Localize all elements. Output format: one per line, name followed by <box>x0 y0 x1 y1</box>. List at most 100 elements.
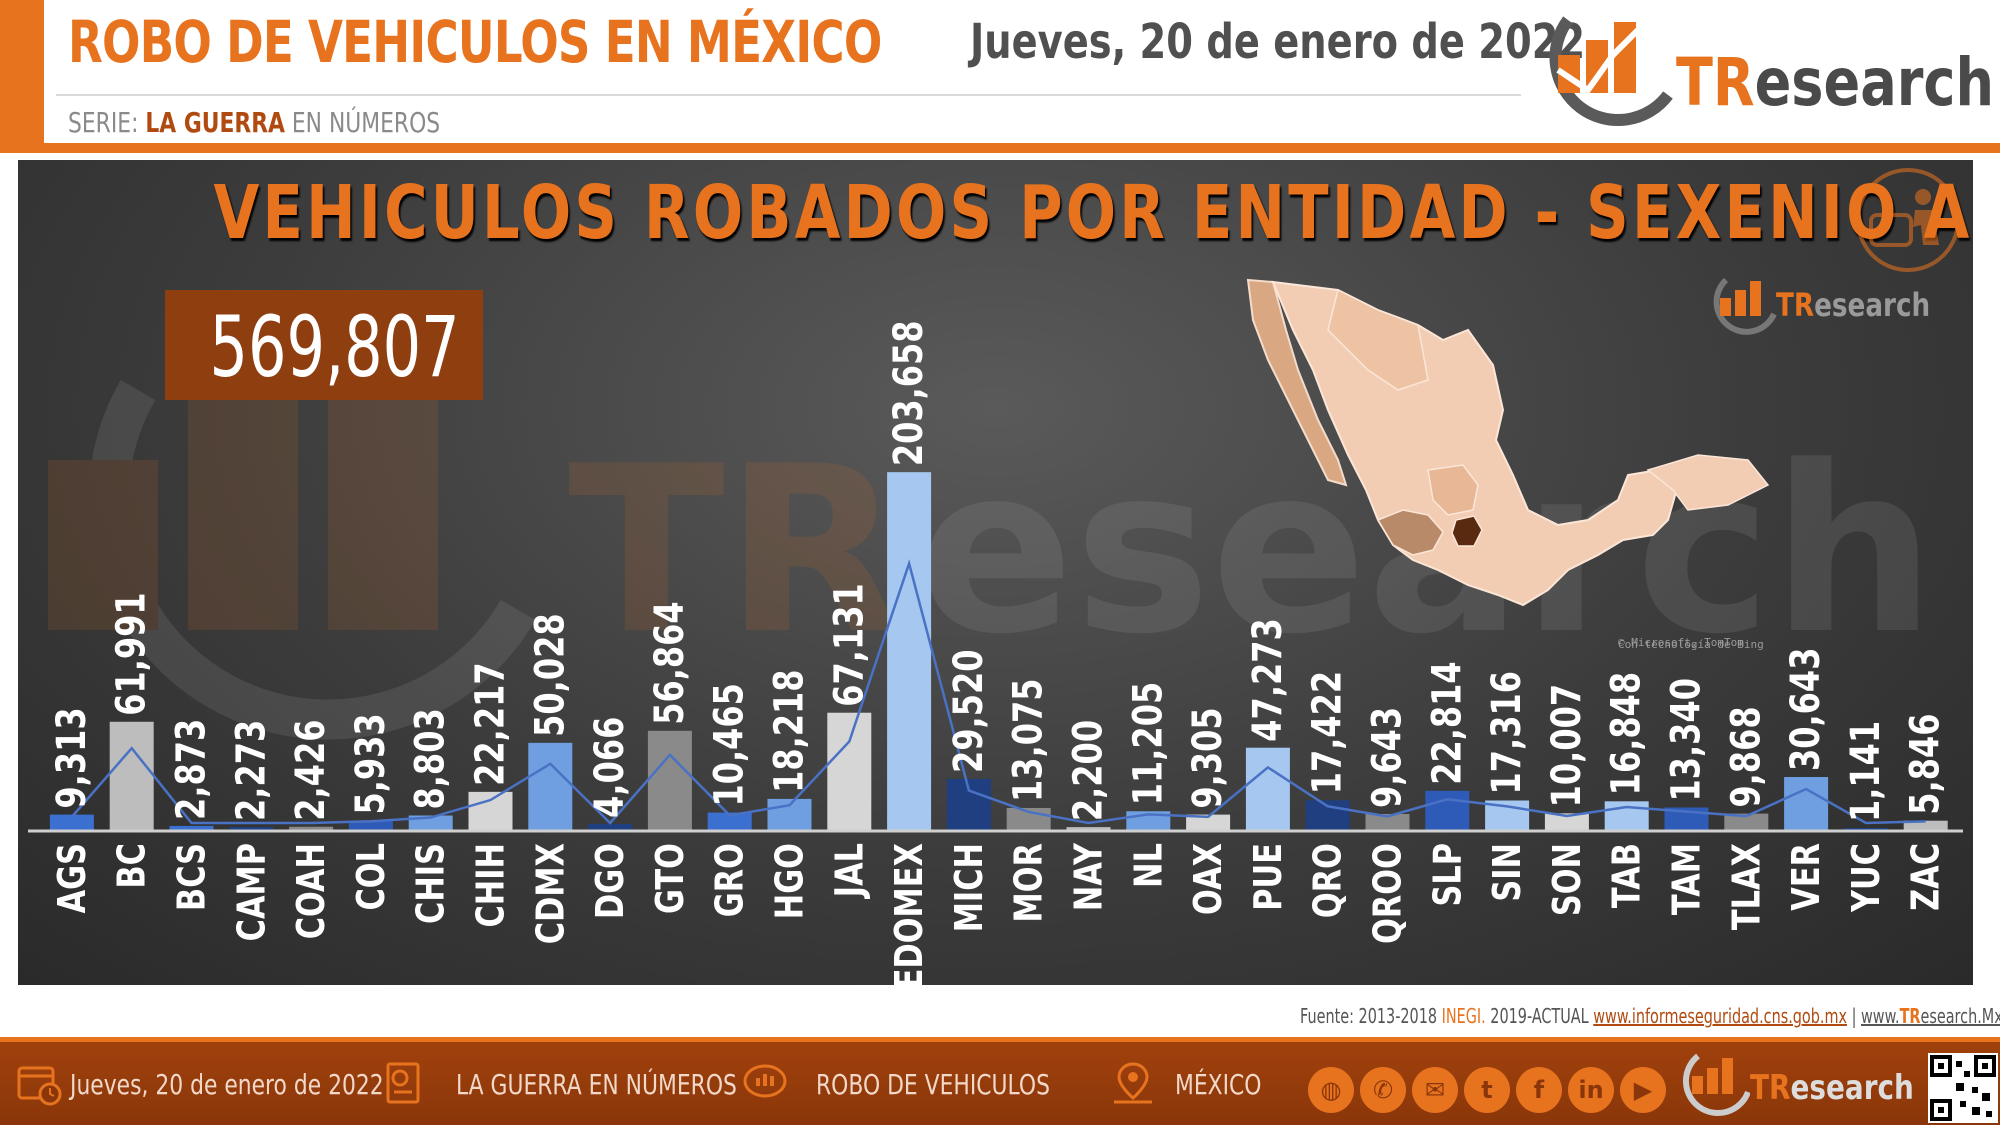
category-label-mich: MICH <box>948 843 992 932</box>
source-link-2-c: esearch.Mx <box>1920 1004 2000 1028</box>
value-label-mich: 29,520 <box>944 650 991 773</box>
value-label-pue: 47,273 <box>1243 618 1290 741</box>
category-label-pue: PUE <box>1247 843 1291 911</box>
bar-nay <box>1066 827 1111 831</box>
bar-zac <box>1903 820 1948 831</box>
map-logo-esearch: esearch <box>1814 286 1931 324</box>
bar-gro <box>707 812 752 831</box>
header-logo-text: TResearch <box>1676 44 1994 121</box>
category-label-bcs: BCS <box>170 843 214 911</box>
value-label-tab: 16,848 <box>1602 672 1649 795</box>
header-logo[interactable]: TResearch <box>1528 0 1998 140</box>
twitter-icon[interactable]: t <box>1464 1067 1510 1113</box>
chat-chart-icon <box>743 1064 787 1098</box>
source-citation: Fuente: 2013-2018 INEGI. 2019-ACTUAL www… <box>1300 1004 2000 1028</box>
yucatan-shape <box>1646 454 1770 511</box>
value-label-chih: 22,217 <box>466 662 513 785</box>
category-label-col: COL <box>350 843 394 911</box>
value-label-oax: 9,305 <box>1184 707 1231 808</box>
map-logo-text: TResearch <box>1776 286 1930 324</box>
category-label-gto: GTO <box>649 843 693 914</box>
value-label-jal: 67,131 <box>825 583 872 706</box>
bar-tlax <box>1724 813 1769 831</box>
bar-qroo <box>1365 814 1410 831</box>
category-label-cdmx: CDMX <box>529 843 573 944</box>
value-label-nl: 11,205 <box>1124 682 1171 805</box>
footer-logo-tr: TR <box>1750 1068 1791 1108</box>
facebook-icon[interactable]: f <box>1516 1067 1562 1113</box>
category-label-nl: NL <box>1127 843 1171 888</box>
qr-code-icon[interactable] <box>1928 1053 1998 1123</box>
category-label-coah: COAH <box>290 843 334 939</box>
bar-pue <box>1245 747 1290 831</box>
linkedin-icon[interactable]: in <box>1568 1067 1614 1113</box>
category-label-chih: CHIH <box>469 843 513 928</box>
bar-son <box>1544 813 1589 831</box>
category-label-tab: TAB <box>1605 843 1649 908</box>
category-label-mor: MOR <box>1007 843 1051 922</box>
value-label-col: 5,933 <box>346 713 393 814</box>
category-label-gro: GRO <box>708 843 752 917</box>
value-label-bc: 61,991 <box>107 592 154 715</box>
map-logo-icon <box>1713 277 1777 335</box>
category-label-nay: NAY <box>1067 842 1111 911</box>
value-label-son: 10,007 <box>1542 684 1589 807</box>
value-label-chis: 8,803 <box>406 708 453 809</box>
header-divider <box>56 94 1521 96</box>
value-label-tam: 13,340 <box>1662 678 1709 801</box>
email-icon[interactable]: ✉ <box>1412 1067 1458 1113</box>
value-label-camp: 2,273 <box>227 720 274 821</box>
globe-icon[interactable]: ◍ <box>1308 1067 1354 1113</box>
series-prefix: SERIE: <box>68 106 139 139</box>
value-label-dgo: 4,066 <box>586 717 633 818</box>
footer-place: MÉXICO <box>1175 1068 1262 1101</box>
youtube-icon[interactable]: ▶ <box>1620 1067 1666 1113</box>
page-title: ROBO DE VEHICULOS EN MÉXICO <box>68 8 882 76</box>
logo-esearch: esearch <box>1754 44 1995 121</box>
baja-california-shape <box>1246 278 1348 487</box>
value-label-coah: 2,426 <box>287 720 334 821</box>
category-label-chis: CHIS <box>409 843 453 924</box>
value-label-qro: 17,422 <box>1303 671 1350 794</box>
bar-oax <box>1186 814 1231 831</box>
category-label-camp: CAMP <box>230 843 274 941</box>
category-label-qroo: QROO <box>1366 843 1410 944</box>
category-label-tlax: TLAX <box>1725 843 1769 930</box>
bar-chart: 9,313 61,991 2,873 2,273 2,426 5,933 8,803 22,2… <box>28 320 1963 985</box>
bar-gto <box>647 730 692 831</box>
source-link-2[interactable]: www.TResearch.Mx <box>1861 1004 2000 1028</box>
category-label-hgo: HGO <box>768 843 812 919</box>
series-highlight: LA GUERRA <box>145 106 285 139</box>
series-label: SERIE: LA GUERRA EN NÚMEROS <box>68 106 440 139</box>
category-label-oax: OAX <box>1187 843 1231 915</box>
category-label-sin: SIN <box>1486 843 1530 902</box>
bar-cdmx <box>528 742 573 831</box>
report-icon <box>386 1062 420 1104</box>
bar-camp <box>229 826 274 831</box>
value-label-mor: 13,075 <box>1004 678 1051 801</box>
map-logo-tr: TR <box>1776 286 1815 324</box>
value-label-nay: 2,200 <box>1064 720 1111 821</box>
header-date: Jueves, 20 de enero de 2022 <box>970 14 1586 70</box>
value-label-slp: 22,814 <box>1423 661 1470 784</box>
category-label-son: SON <box>1546 843 1590 916</box>
map-credit-2: © Microsoft, TomTom <box>1618 636 1744 649</box>
category-label-jal: JAL <box>828 843 872 899</box>
bar-coah <box>289 826 334 831</box>
logo-tr: TR <box>1676 44 1755 121</box>
chart-panel: TR esearch VEHICULOS ROBADOS POR ENTIDAD… <box>18 160 1973 985</box>
bar-ver <box>1784 777 1829 831</box>
value-label-hgo: 18,218 <box>765 669 812 792</box>
value-label-ags: 9,313 <box>47 707 94 808</box>
value-label-cdmx: 50,028 <box>526 613 573 736</box>
footer-logo[interactable]: TResearch <box>1680 1044 1920 1124</box>
value-label-qroo: 9,643 <box>1363 707 1410 808</box>
value-label-tlax: 9,868 <box>1722 706 1769 807</box>
phone-icon[interactable]: ✆ <box>1360 1067 1406 1113</box>
footer-logo-text: TResearch <box>1750 1068 1914 1108</box>
source-link-1[interactable]: www.informeseguridad.cns.gob.mx <box>1593 1004 1847 1028</box>
value-label-yuc: 1,141 <box>1841 721 1888 822</box>
category-label-yuc: YUC <box>1845 843 1889 913</box>
bar-tab <box>1604 801 1649 831</box>
calendar-icon <box>17 1066 62 1106</box>
